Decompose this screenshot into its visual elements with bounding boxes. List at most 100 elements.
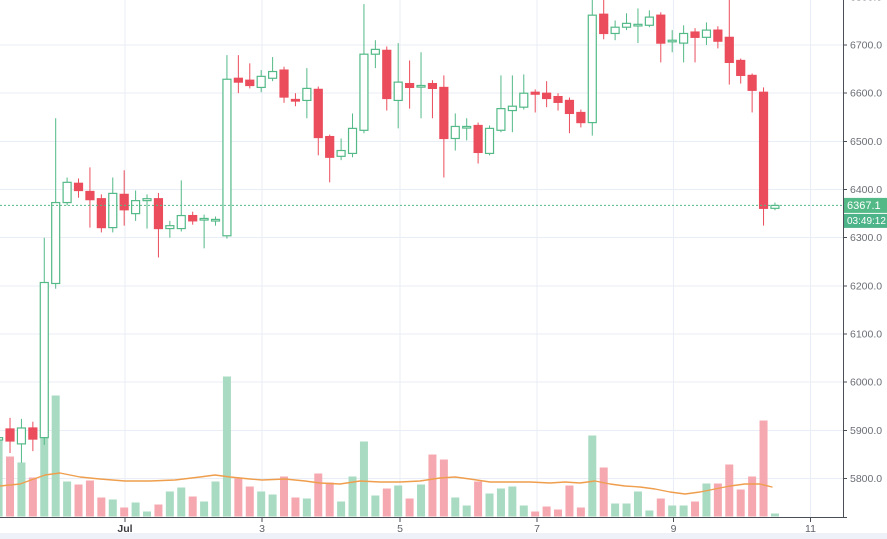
volume-bar <box>576 507 585 517</box>
candle-body-down <box>96 198 106 229</box>
volume-bar <box>222 376 231 517</box>
candle-body-up <box>51 201 61 285</box>
volume-bar <box>143 511 152 517</box>
volume-bar <box>120 507 129 517</box>
volume-bar <box>428 454 437 517</box>
volume-bar <box>451 497 460 517</box>
time-tick-label: 5 <box>397 523 403 535</box>
volume-bar <box>371 495 380 517</box>
candle-body-up <box>222 78 232 237</box>
current-price-label: 6367.1 <box>847 199 881 212</box>
volume-bar <box>736 489 745 517</box>
volume-bar <box>713 483 722 517</box>
volume-bar <box>748 476 757 517</box>
volume-bar <box>302 498 311 517</box>
candle-body-up <box>142 198 152 202</box>
volume-bar <box>188 496 197 517</box>
candle-body-down <box>233 77 243 83</box>
candle-body-up <box>450 125 460 140</box>
candle-body-down <box>5 428 15 442</box>
candle-body-up <box>131 200 141 215</box>
volume-bar <box>439 459 448 517</box>
candle-body-up <box>0 437 4 441</box>
candle-body-down <box>405 82 415 89</box>
volume-ma-line <box>0 472 773 495</box>
volume-bar <box>382 488 391 517</box>
volume-bar <box>611 503 620 517</box>
candle-body-down <box>713 29 723 42</box>
price-tick-label: 6100.0 <box>850 329 882 341</box>
countdown-label-bg <box>844 213 887 228</box>
volume-bar <box>348 476 357 517</box>
price-tick-label: 6000.0 <box>850 377 882 389</box>
volume-bar <box>17 462 26 517</box>
price-tick-label: 5800.0 <box>850 473 882 485</box>
volume-bar <box>565 485 574 517</box>
candle-body-up <box>165 225 175 230</box>
candle-body-up <box>462 125 472 129</box>
time-tick-label: 3 <box>259 523 265 535</box>
volume-bar <box>417 484 426 517</box>
volume-bar <box>702 483 711 517</box>
volume-bar <box>633 491 642 517</box>
candle-body-up <box>16 427 27 445</box>
candle-body-down <box>736 59 746 76</box>
volume-bar <box>691 501 700 517</box>
volume-bar <box>63 481 72 517</box>
volume-bar <box>496 488 505 517</box>
volume-bar <box>154 504 163 517</box>
candle-body-up <box>621 22 632 28</box>
volume-bar <box>314 473 323 517</box>
candle-body-down <box>119 193 129 211</box>
candle-body-up <box>359 53 369 131</box>
volume-bar <box>280 476 289 517</box>
candle-body-up <box>701 29 712 38</box>
candle-body-up <box>370 48 380 55</box>
volume-bar <box>542 506 551 517</box>
volume-bar <box>725 464 734 517</box>
candle-body-down <box>245 79 255 87</box>
volume-bar <box>554 509 563 517</box>
volume-bar <box>759 420 768 517</box>
candle-body-up <box>302 87 312 102</box>
volume-bar <box>770 513 779 517</box>
candle-body-up <box>199 217 209 221</box>
candle-body-down <box>313 88 323 139</box>
time-tick-label: 7 <box>534 523 540 535</box>
candle-body-up <box>633 23 643 27</box>
time-tick-label: 9 <box>671 523 677 535</box>
candle-body-up <box>416 84 426 88</box>
candle-body-up <box>108 192 118 229</box>
candle-body-up <box>336 149 346 157</box>
candle-body-up <box>62 181 72 204</box>
volume-bar <box>656 498 665 517</box>
candle-body-up <box>393 81 403 102</box>
current-price-label-bg <box>844 197 887 213</box>
volume-bar <box>622 503 631 517</box>
volume-bar <box>325 482 334 517</box>
candle-body-up <box>519 92 529 108</box>
candle-body-down <box>473 124 483 154</box>
candle-body-up <box>507 105 517 112</box>
volume-bar <box>74 484 83 517</box>
volume-bar <box>177 487 186 517</box>
candle-body-down <box>28 427 38 440</box>
candle-body-up <box>39 281 49 439</box>
candle-body-down <box>73 182 84 192</box>
volume-bar <box>108 499 117 517</box>
candle-body-up <box>679 32 689 44</box>
volume-bar <box>405 498 414 517</box>
candle-body-down <box>542 92 552 100</box>
candle-body-up <box>770 204 780 209</box>
volume-bar <box>6 456 15 517</box>
candle-body-up <box>484 127 495 155</box>
price-tick-label: 5900.0 <box>850 425 882 437</box>
volume-bar <box>131 502 140 517</box>
candle-body-down <box>576 111 586 124</box>
time-tick-label: Jul <box>117 523 132 535</box>
volume-bar <box>337 501 346 517</box>
volume-bar <box>668 505 677 517</box>
volume-bar <box>165 491 174 517</box>
